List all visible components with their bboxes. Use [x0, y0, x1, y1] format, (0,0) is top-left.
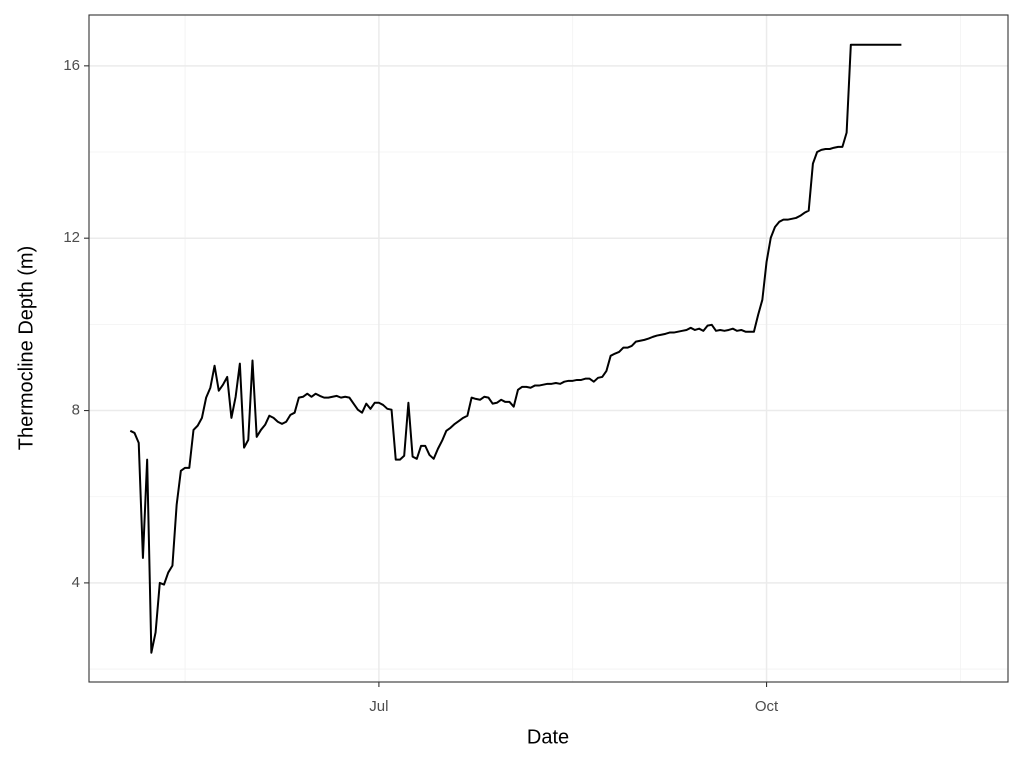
x-tick-label: Jul — [369, 698, 388, 715]
y-tick-label: 4 — [72, 574, 80, 591]
x-axis-title: Date — [527, 726, 569, 748]
y-tick-label: 12 — [63, 229, 80, 246]
x-tick-label: Oct — [755, 698, 779, 715]
data-line — [129, 43, 902, 654]
panel-border — [88, 14, 1009, 683]
y-axis-title: Thermocline Depth (m) — [15, 246, 37, 451]
grid — [89, 15, 1008, 682]
plot-area — [129, 43, 902, 654]
y-tick-label: 8 — [72, 402, 80, 419]
y-tick-label: 16 — [63, 57, 80, 74]
